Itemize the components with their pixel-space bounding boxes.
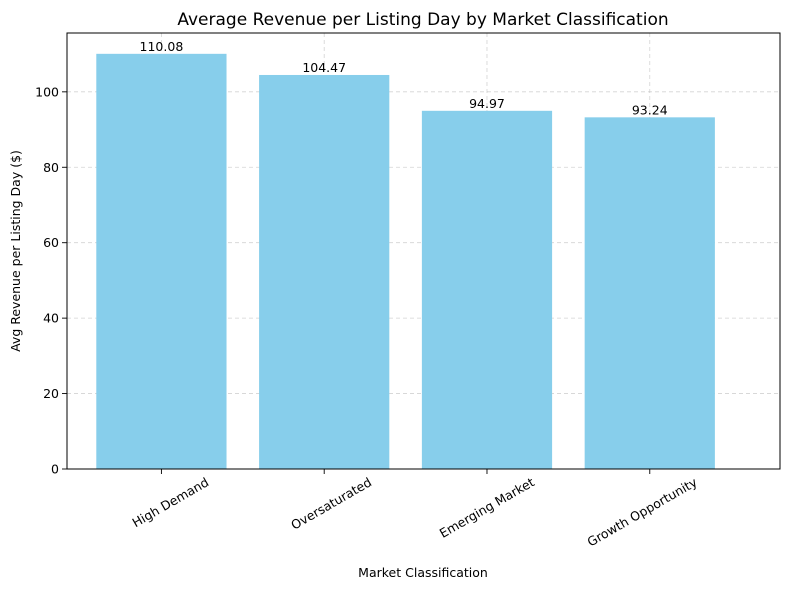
x-axis-ticks: High Demand Oversaturated Emerging Market G… [130, 469, 701, 549]
y-tick-label: 0 [51, 462, 59, 477]
chart-title: Average Revenue per Listing Day by Marke… [177, 10, 668, 30]
y-axis-label: Avg Revenue per Listing Day ($) [8, 150, 23, 352]
x-tick-label: High Demand [130, 474, 212, 530]
plot-frame [66, 32, 781, 470]
y-tick-label: 60 [43, 235, 59, 250]
bar-value-label: 104.47 [302, 60, 346, 75]
bar [96, 53, 227, 470]
x-tick-label: Growth Opportunity [585, 474, 701, 549]
bar-value-label: 110.08 [140, 39, 184, 54]
bar [259, 74, 390, 469]
y-tick-label: 80 [43, 160, 59, 175]
data-labels: 110.08 104.47 94.97 93.24 [140, 39, 668, 118]
bar-value-label: 94.97 [469, 96, 505, 111]
x-tick-label: Oversaturated [288, 474, 374, 532]
y-axis-ticks: 0 20 40 60 80 100 [35, 84, 67, 477]
x-axis-label: Market Classification [358, 565, 488, 580]
bar-value-label: 93.24 [632, 102, 668, 117]
y-tick-label: 20 [43, 386, 59, 401]
bar [584, 117, 715, 470]
y-tick-label: 100 [35, 84, 59, 99]
bar [421, 110, 553, 469]
y-tick-label: 40 [43, 311, 59, 326]
x-tick-label: Emerging Market [437, 474, 537, 540]
bars [96, 53, 715, 470]
